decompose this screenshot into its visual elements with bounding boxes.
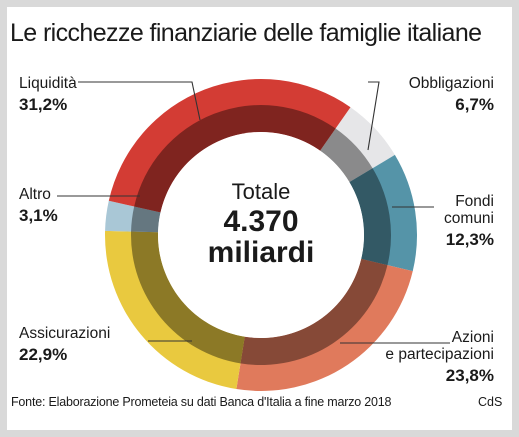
label-fondi-value: 12,3% <box>446 230 494 249</box>
label-azioni-name-1: Azioni <box>452 329 494 346</box>
chart-title: Le ricchezze finanziarie delle famiglie … <box>10 19 482 47</box>
leader-lines <box>57 81 450 344</box>
label-liquidita-value: 31,2% <box>19 95 67 114</box>
label-azioni-name-2: e partecipazioni <box>385 346 494 363</box>
leader-line-obbligazioni <box>367 81 380 151</box>
inner-band-liquidita <box>134 105 336 213</box>
inner-band-fondi-comuni <box>349 168 391 266</box>
label-assicurazioni-value: 22,9% <box>19 345 67 364</box>
label-fondi-name-1: Fondi <box>455 193 494 210</box>
donut-inner-ring <box>131 105 391 365</box>
label-fondi-name-2: comuni <box>444 210 494 227</box>
label-obbligazioni-value: 6,7% <box>455 95 494 114</box>
source-note: Fonte: Elaborazione Prometeia su dati Ba… <box>11 395 392 409</box>
inner-band-assicurazioni <box>131 231 245 364</box>
label-liquidita-name: Liquidità <box>19 75 77 92</box>
credit: CdS <box>478 395 503 409</box>
inner-band-altro <box>131 206 161 233</box>
inner-band-obbligazioni <box>320 128 373 183</box>
donut-hole <box>158 132 364 338</box>
center-total-unit: miliardi <box>208 236 315 269</box>
inner-band-azioni-e-partecipazioni <box>240 258 388 365</box>
label-altro-name: Altro <box>19 186 51 203</box>
center-total-label: Totale <box>232 179 291 204</box>
label-obbligazioni-name: Obbligazioni <box>409 75 494 92</box>
label-assicurazioni-name: Assicurazioni <box>19 325 110 342</box>
leader-line-liquidita <box>78 81 201 121</box>
center-total-value: 4.370 <box>223 205 298 238</box>
label-azioni-value: 23,8% <box>446 366 494 385</box>
label-altro-value: 3,1% <box>19 206 58 225</box>
